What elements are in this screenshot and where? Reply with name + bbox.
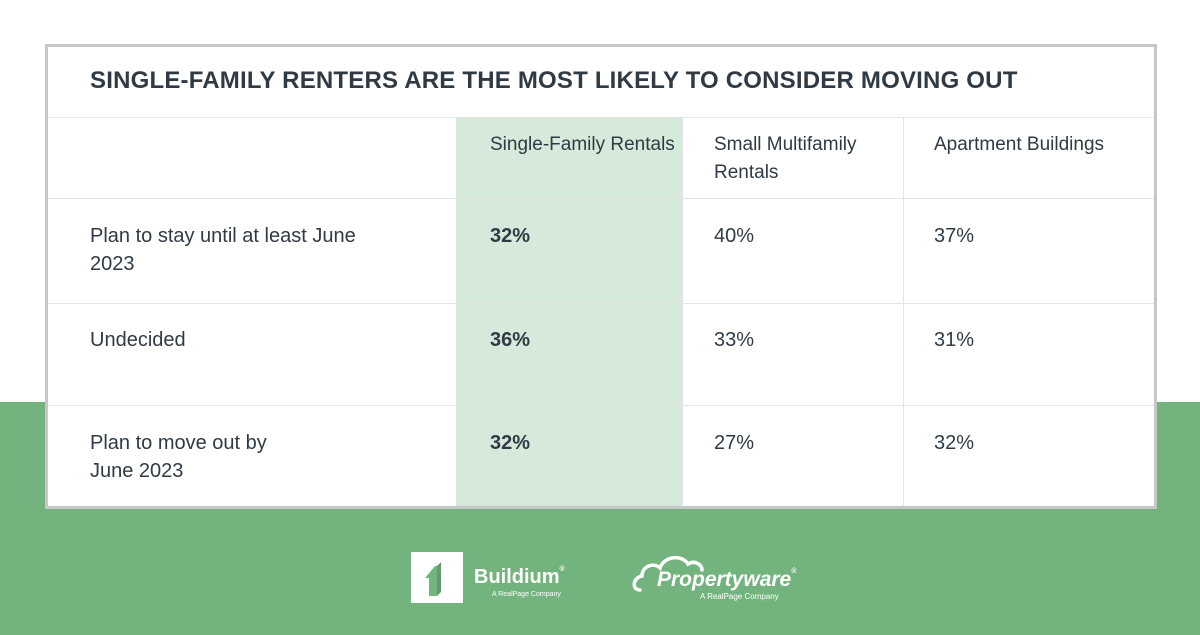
- column-header-small-multifamily: Small Multifamily Rentals: [714, 134, 857, 183]
- propertyware-logo-tagline: A RealPage Company: [700, 592, 779, 601]
- column-header-apartment-buildings: Apartment Buildings: [934, 134, 1105, 155]
- table-title: SINGLE-FAMILY RENTERS ARE THE MOST LIKEL…: [90, 67, 1018, 94]
- cloud-icon: [632, 555, 704, 592]
- row-label: Plan to stay until at least June 2023: [90, 225, 356, 275]
- column-divider: [903, 118, 904, 506]
- table-cell: 33%: [714, 329, 755, 351]
- row-divider: [48, 405, 1154, 406]
- table-cell: 27%: [714, 432, 755, 454]
- table-cell: 32%: [490, 432, 531, 454]
- row-label: Undecided: [90, 329, 186, 351]
- row-divider: [48, 198, 1154, 199]
- highlighted-column-background: [456, 118, 682, 506]
- table-cell: 32%: [934, 432, 975, 454]
- table-cell: 40%: [714, 225, 755, 247]
- column-divider: [682, 118, 683, 506]
- table-card: SINGLE-FAMILY RENTERS ARE THE MOST LIKEL…: [45, 44, 1157, 509]
- table-cell: 36%: [490, 329, 531, 351]
- table-cell: 31%: [934, 329, 975, 351]
- row-label: Plan to move out by June 2023: [90, 432, 267, 482]
- table-cell: 32%: [490, 225, 531, 247]
- buildium-logo-icon: [411, 552, 463, 603]
- buildium-logo-name: Buildium®: [474, 566, 565, 588]
- header-top-divider: [48, 117, 1154, 118]
- buildium-logo-tagline: A RealPage Company: [492, 591, 561, 598]
- row-divider: [48, 303, 1154, 304]
- propertyware-logo-name: Propertyware®: [657, 568, 797, 591]
- table-cell: 37%: [934, 225, 975, 247]
- column-header-single-family: Single-Family Rentals: [490, 134, 675, 155]
